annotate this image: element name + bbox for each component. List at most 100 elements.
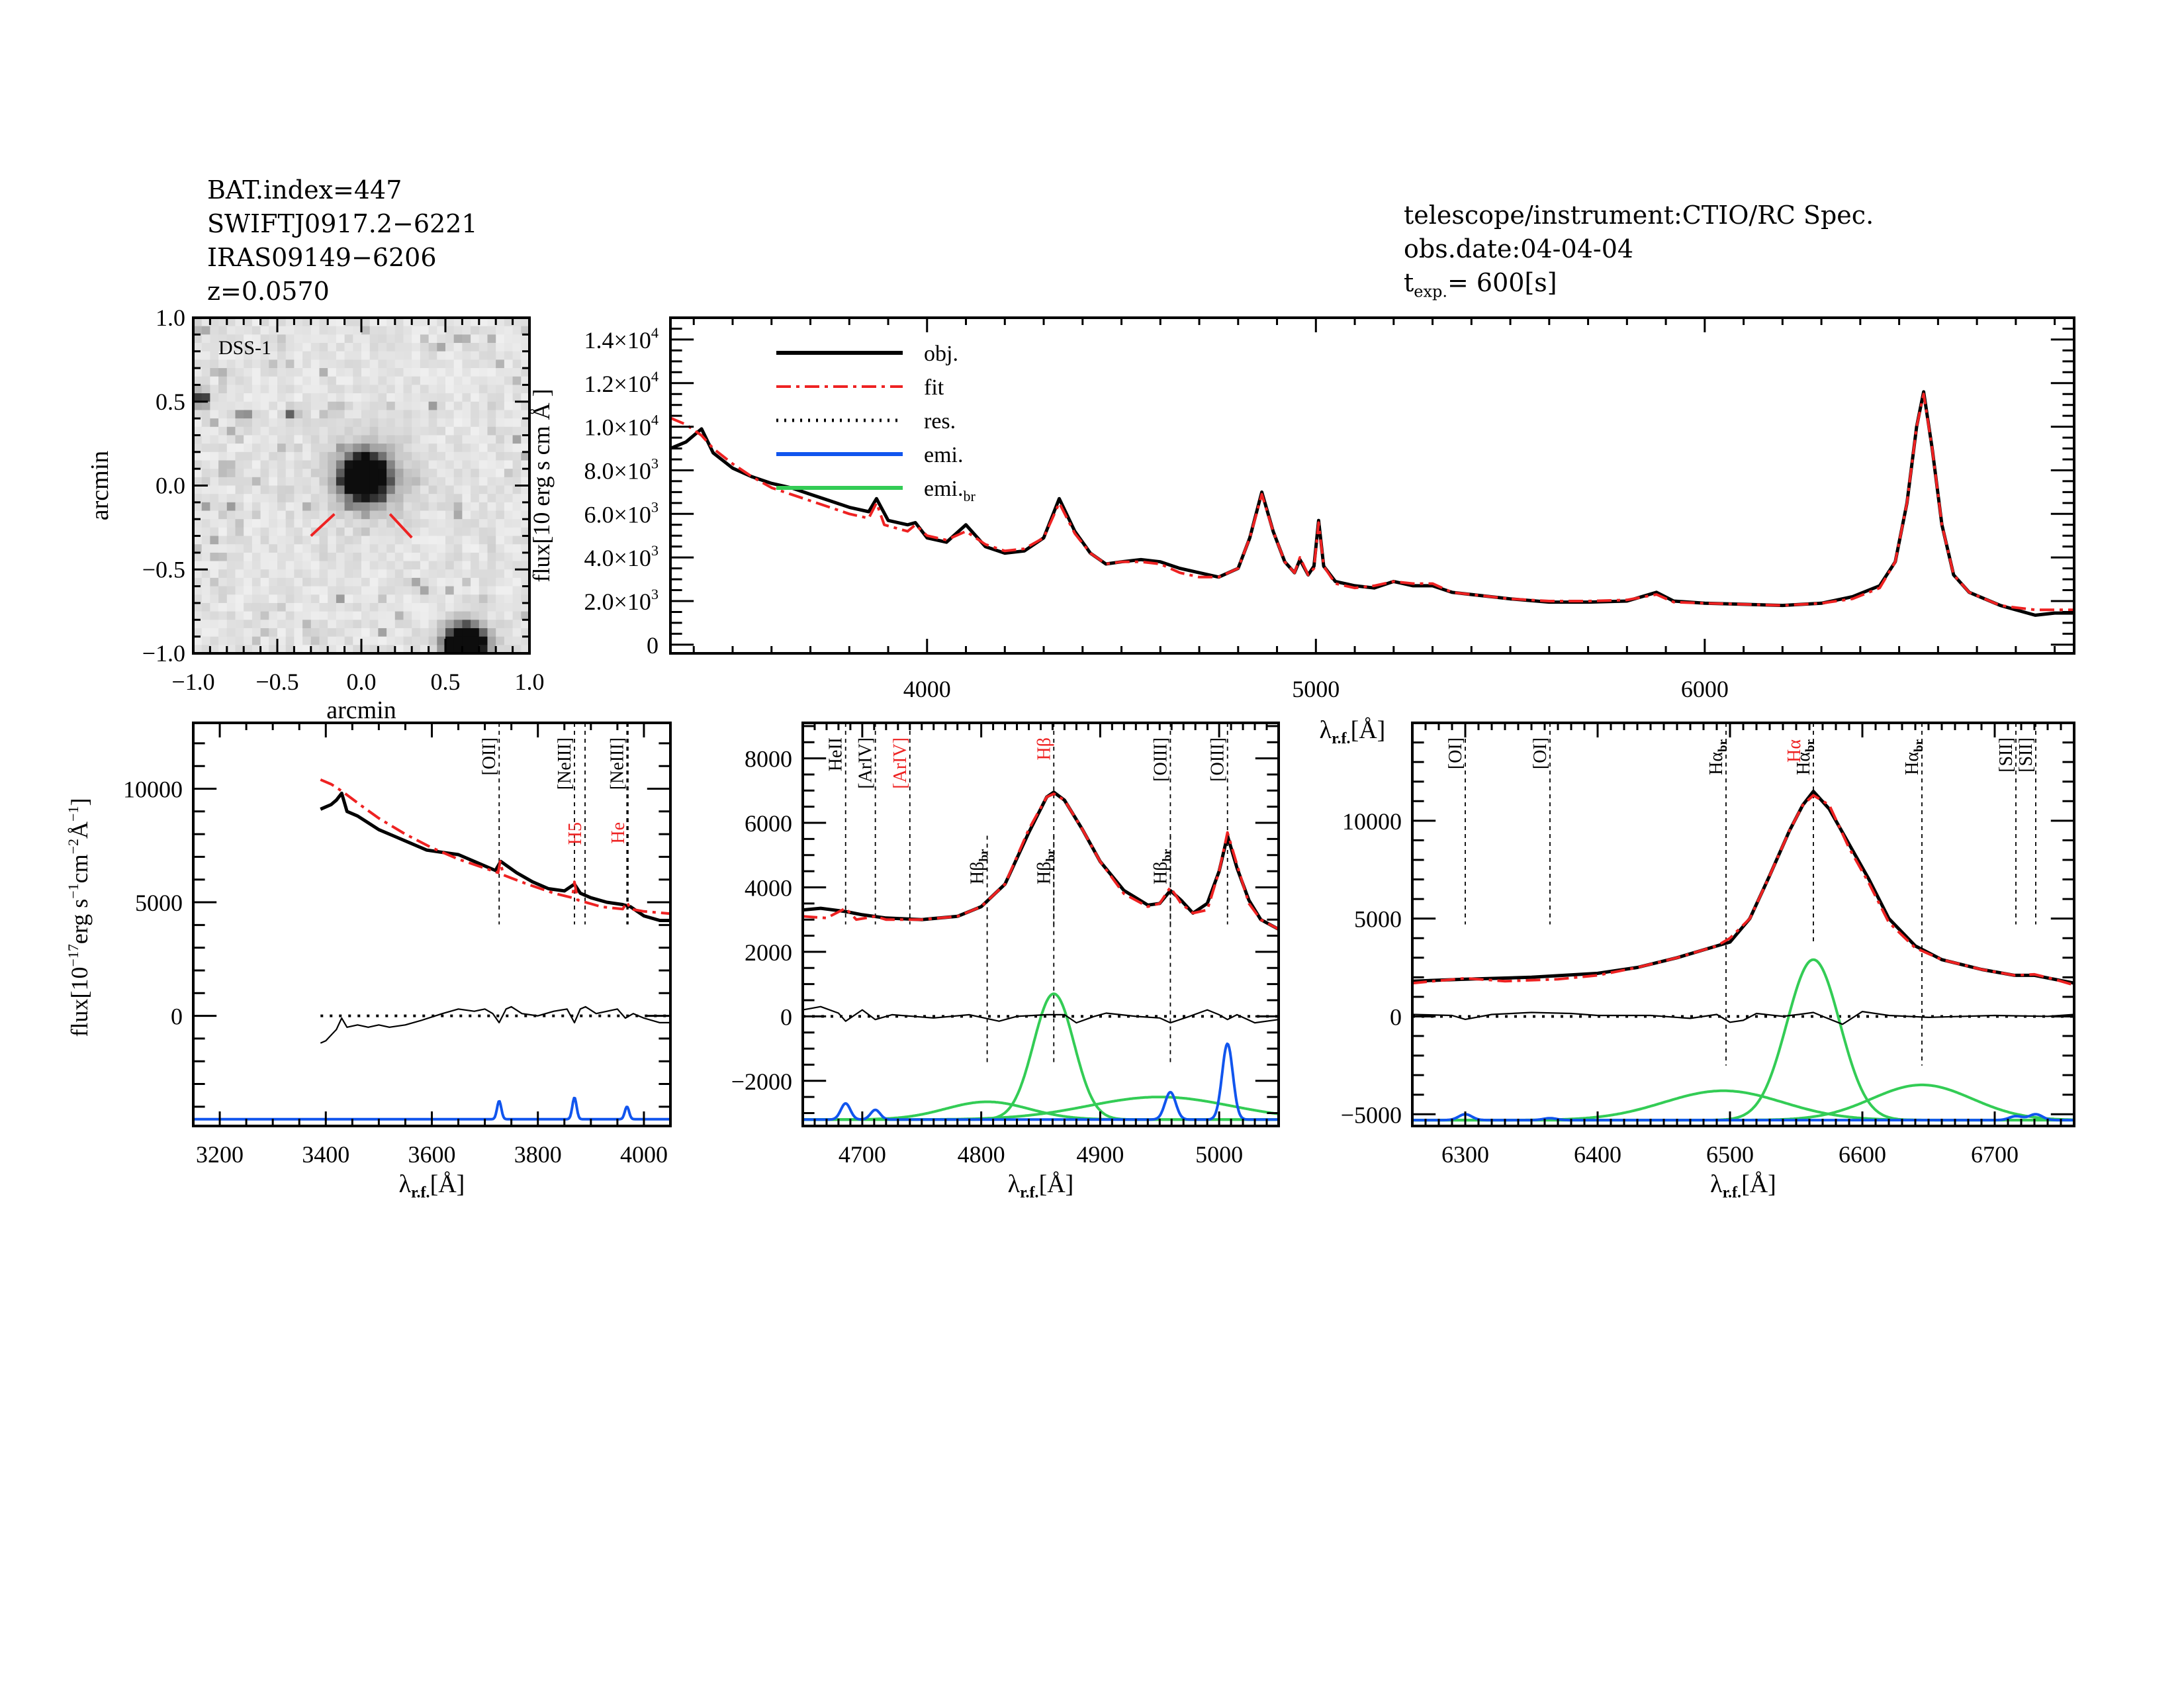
bat-index: BAT.index=447 xyxy=(207,175,402,205)
series-fit xyxy=(803,792,1279,931)
emi-br-component xyxy=(803,1096,1279,1121)
y-tick-label: 0 xyxy=(780,1004,792,1030)
series-res xyxy=(320,1006,670,1044)
line-label: [SII] xyxy=(2016,737,2036,773)
line-label: Hβ xyxy=(1034,737,1054,760)
x-tick-label: 3200 xyxy=(196,1141,244,1168)
line-label: Hαbr xyxy=(1706,739,1730,774)
x-tick-label: 6700 xyxy=(1971,1141,2019,1168)
y-axis-label: flux[10 erg s cm Å ] xyxy=(528,389,555,582)
x-tick-label: 6300 xyxy=(1441,1141,1489,1168)
x-tick-label: 0.0 xyxy=(347,669,377,695)
x-tick-label: 5000 xyxy=(1292,676,1340,702)
x-axis-label: λr.f.[Å] xyxy=(1710,1170,1776,1201)
iras-name: IRAS09149−6206 xyxy=(207,243,437,272)
line-label: Hβbr xyxy=(1150,849,1174,884)
series-res xyxy=(1412,1011,2074,1025)
zoom-panel-1: [OII] [NeIII] H5 [NeIII] He 3200 3400 3600 3800 4… xyxy=(123,722,672,1201)
x-axis-label: λr.f.[Å] xyxy=(1008,1170,1074,1201)
line-label: [OII] xyxy=(479,737,500,776)
y-tick-label: 1.4×104 xyxy=(584,324,659,353)
y-tick-label: −0.5 xyxy=(142,556,185,583)
x-tick-label: 4900 xyxy=(1076,1141,1124,1168)
ticks xyxy=(801,723,1280,1126)
plot-frame xyxy=(192,722,672,1127)
line-label: H5 xyxy=(565,822,586,845)
legend-label: res. xyxy=(924,409,956,434)
x-tick-label: 4700 xyxy=(839,1141,886,1168)
x-tick-label: 6600 xyxy=(1839,1141,1886,1168)
y-tick-label: 1.0×104 xyxy=(584,412,659,441)
line-label: [ArIV] xyxy=(890,737,911,789)
x-tick-label: 4000 xyxy=(620,1141,668,1168)
x-tick-label: 5000 xyxy=(1195,1141,1243,1168)
y-tick-label: 0 xyxy=(1390,1004,1402,1030)
image-frame xyxy=(192,316,531,655)
ticks xyxy=(192,723,672,1126)
x-axis-label: arcmin xyxy=(326,696,396,724)
x-tick-label: 4000 xyxy=(903,676,951,702)
object-info: BAT.index=447 SWIFTJ0917.2−6221 IRAS0914… xyxy=(207,173,478,308)
y-tick-label: 2000 xyxy=(745,939,792,966)
x-tick-label: 3800 xyxy=(514,1141,562,1168)
y-tick-label: 8.0×103 xyxy=(584,455,659,484)
zoom-panel-2: HeII [ArIV] [ArIV] Hβ [OIII] [OIII] Hβbr Hβbr Hβ… xyxy=(731,722,1280,1201)
series-fit xyxy=(1412,794,2074,987)
y-tick-label: 6.0×103 xyxy=(584,498,659,528)
x-tick-label: 3400 xyxy=(302,1141,349,1168)
y-tick-label: 1.0 xyxy=(156,305,185,331)
y-tick-label: 10000 xyxy=(1342,808,1402,835)
x-tick-label: 6500 xyxy=(1706,1141,1754,1168)
y-tick-label: 5000 xyxy=(135,890,183,916)
line-label: Hα xyxy=(1784,739,1805,763)
x-axis-label: λr.f.[Å] xyxy=(399,1170,465,1201)
series-obj xyxy=(803,790,1279,931)
plot-frame xyxy=(669,316,2075,655)
y-tick-label: 10000 xyxy=(123,776,183,802)
y-tick-label: −5000 xyxy=(1341,1102,1402,1128)
y-tick-label: 8000 xyxy=(745,746,792,773)
line-label: He xyxy=(608,822,629,844)
line-label: Hβbr xyxy=(1034,849,1058,884)
legend-label: fit xyxy=(924,375,944,400)
image-label: DSS-1 xyxy=(218,337,271,359)
line-label: [OI] xyxy=(1530,737,1551,769)
y-tick-label: 0 xyxy=(171,1004,183,1030)
y-tick-label: −2000 xyxy=(731,1068,792,1095)
x-tick-label: 0.5 xyxy=(431,669,461,695)
x-axis-label: λr.f.[Å] xyxy=(1320,716,1386,747)
series-fit xyxy=(320,778,670,915)
series-fit xyxy=(670,393,2074,612)
line-label: [OI] xyxy=(1445,737,1466,769)
y-axis-label: flux[10−17erg s−1cm−2Å−1] xyxy=(65,798,93,1037)
swift-name: SWIFTJ0917.2−6221 xyxy=(207,209,478,238)
series-obj xyxy=(670,390,2074,617)
line-label: [OIII] xyxy=(1150,737,1171,782)
target-marker-right xyxy=(388,513,413,539)
series-obj xyxy=(320,791,670,922)
y-tick-label: 0.5 xyxy=(156,389,185,415)
y-tick-label: 0 xyxy=(647,632,659,659)
line-label: [SII] xyxy=(1996,737,2017,773)
y-tick-label: 4.0×103 xyxy=(584,542,659,571)
legend: obj. fit res. emi. emi.br xyxy=(776,342,976,504)
x-tick-label: 6400 xyxy=(1574,1141,1621,1168)
target-marker-left xyxy=(310,513,336,538)
exposure-time: texp.= 600[s] xyxy=(1404,268,1557,301)
line-label: [NeIII] xyxy=(607,737,627,790)
x-tick-label: −1.0 xyxy=(171,669,214,695)
series-obj xyxy=(1412,790,2074,985)
legend-label: emi.br xyxy=(924,477,976,504)
sky-image xyxy=(193,318,530,654)
x-tick-label: 6000 xyxy=(1681,676,1729,702)
legend-label: obj. xyxy=(924,342,958,366)
y-tick-label: 6000 xyxy=(745,810,792,837)
series-res xyxy=(803,1006,1279,1024)
line-label: Hβbr xyxy=(968,849,991,884)
y-tick-label: 5000 xyxy=(1354,906,1402,933)
y-tick-label: 4000 xyxy=(745,874,792,901)
line-label: Hαbr xyxy=(1902,739,1926,774)
y-tick-label: 2.0×103 xyxy=(584,586,659,615)
